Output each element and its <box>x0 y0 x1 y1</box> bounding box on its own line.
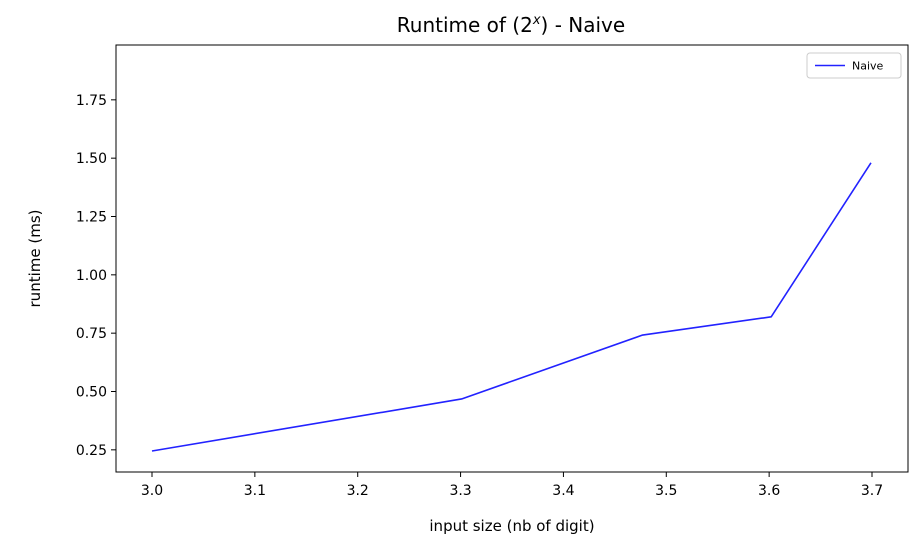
x-tick-label: 3.3 <box>449 483 471 499</box>
x-tick-label: 3.6 <box>758 483 780 499</box>
x-tick-label: 3.4 <box>552 483 574 499</box>
x-axis: 3.0 3.1 3.2 3.3 3.4 3.5 3.6 3.7 <box>141 472 883 499</box>
chart-title-superscript: x <box>532 13 541 28</box>
y-axis-label: runtime (ms) <box>26 210 44 308</box>
legend-box <box>806 52 902 79</box>
y-axis: 0.25 0.50 0.75 1.00 1.25 1.50 1.75 <box>76 93 116 459</box>
x-tick-label: 3.7 <box>861 483 883 499</box>
y-tick-label: 1.25 <box>76 210 107 226</box>
series-line-naive <box>151 162 872 452</box>
y-tick-label: 1.75 <box>76 93 107 109</box>
chart-title-main: Runtime of (2 <box>397 13 533 37</box>
plot-area <box>115 44 909 473</box>
y-tick-label: 0.25 <box>76 443 107 459</box>
x-tick-label: 3.5 <box>655 483 677 499</box>
legend-label-naive: Naive <box>852 60 884 73</box>
y-tick-label: 0.50 <box>76 385 107 401</box>
series-layer <box>151 162 872 452</box>
x-tick-label: 3.1 <box>244 483 266 499</box>
x-axis-label: input size (nb of digit) <box>429 517 594 535</box>
x-tick-label: 3.0 <box>141 483 163 499</box>
chart-title-suffix: ) - Naive <box>541 13 626 37</box>
y-tick-label: 1.50 <box>76 151 107 167</box>
chart-title: Runtime of (2x) - Naive <box>397 13 625 37</box>
y-tick-label: 1.00 <box>76 268 107 284</box>
legend: Naive <box>806 52 902 79</box>
x-tick-label: 3.2 <box>347 483 369 499</box>
y-tick-label: 0.75 <box>76 326 107 342</box>
